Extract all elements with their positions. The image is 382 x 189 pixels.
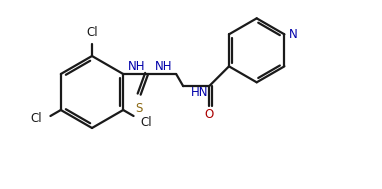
Text: Cl: Cl bbox=[140, 116, 152, 129]
Text: Cl: Cl bbox=[30, 112, 42, 125]
Text: S: S bbox=[135, 102, 142, 115]
Text: O: O bbox=[204, 108, 214, 121]
Text: NH: NH bbox=[128, 60, 146, 74]
Text: HN: HN bbox=[191, 86, 209, 99]
Text: NH: NH bbox=[154, 60, 172, 74]
Text: Cl: Cl bbox=[86, 26, 98, 39]
Text: N: N bbox=[289, 28, 298, 41]
